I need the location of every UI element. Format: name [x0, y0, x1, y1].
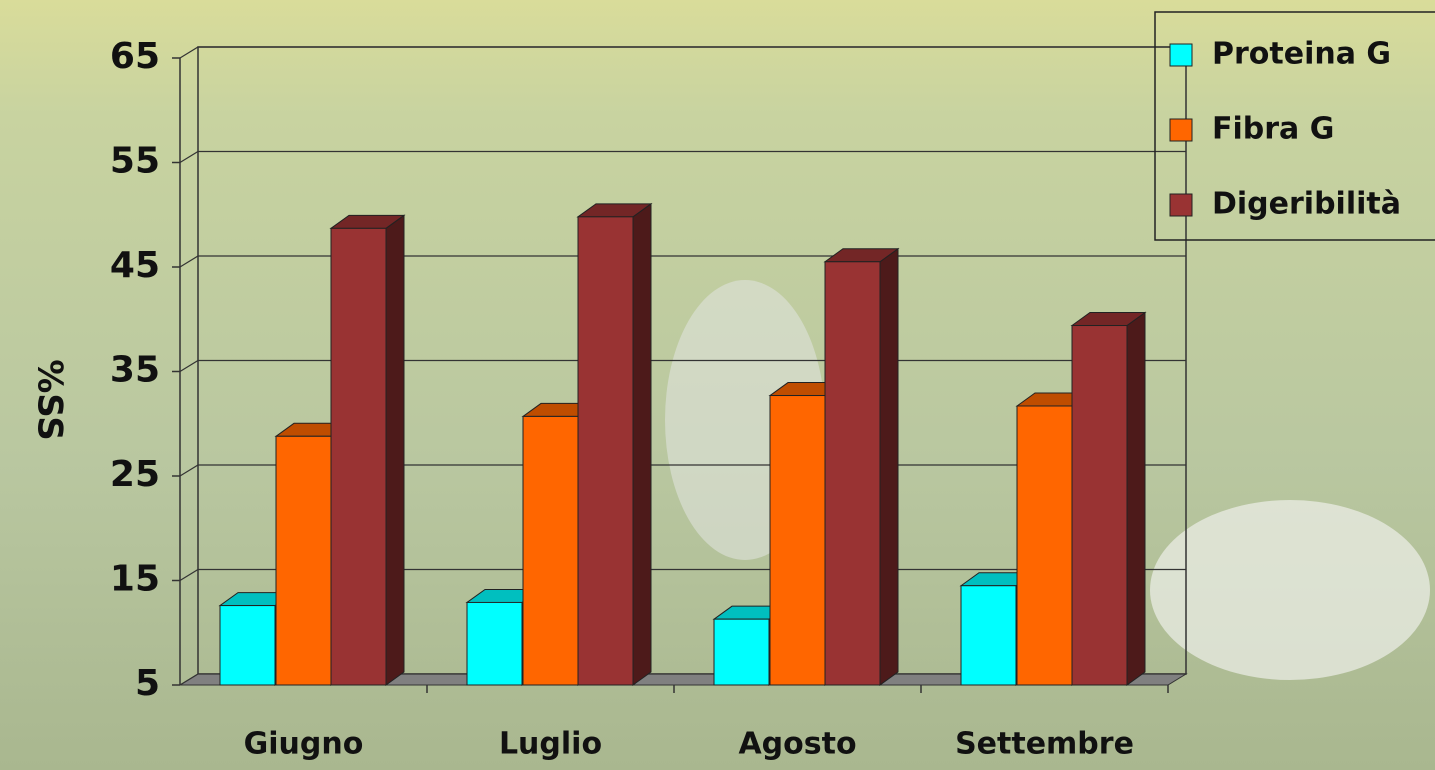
y-tick-label: 45	[110, 245, 160, 286]
grid-line	[179, 150, 1186, 164]
bar	[329, 214, 406, 686]
background-cow	[1150, 500, 1430, 680]
y-axis-title: %SS	[30, 359, 70, 441]
bar-front	[522, 415, 579, 686]
bar-front	[824, 261, 881, 686]
x-tick-label: Settembre	[955, 727, 1134, 762]
bar-side	[1126, 311, 1146, 686]
y-tick-label: 55	[110, 141, 160, 182]
y-tick-label: 25	[110, 454, 160, 495]
x-tick-label: Luglio	[499, 727, 602, 762]
legend-label: Fibra G	[1212, 112, 1334, 147]
bar-front	[713, 618, 770, 686]
bar-side	[385, 214, 405, 686]
legend-swatch	[1169, 118, 1193, 142]
grid-line	[179, 46, 1186, 59]
bar-front	[960, 585, 1017, 686]
legend-label: Proteina G	[1212, 37, 1391, 72]
legend-label: Digeribilità	[1212, 187, 1401, 222]
bar-front	[769, 395, 826, 686]
legend-swatch	[1169, 193, 1193, 217]
y-tick-label: 35	[110, 350, 160, 391]
bar-front	[330, 227, 387, 686]
bar-side	[632, 202, 652, 686]
y-tick-label: 65	[110, 36, 160, 77]
legend-box	[1154, 11, 1435, 241]
bar-front	[577, 216, 634, 686]
x-tick-label: Giugno	[244, 727, 364, 762]
bar	[576, 202, 653, 686]
x-tick-label: Agosto	[738, 727, 856, 762]
y-tick-label: 5	[135, 663, 160, 704]
bar-front	[1016, 405, 1073, 686]
bar-front	[219, 605, 276, 686]
legend: Proteina G Fibra G Digeribilità	[1154, 11, 1435, 241]
bar	[823, 247, 900, 686]
bar-side	[879, 247, 899, 686]
legend-swatch	[1169, 43, 1193, 67]
y-tick-label: 15	[110, 559, 160, 600]
bar-front	[275, 435, 332, 686]
bar-front	[1071, 325, 1128, 686]
bar	[1070, 311, 1147, 686]
bar-front	[466, 601, 523, 686]
